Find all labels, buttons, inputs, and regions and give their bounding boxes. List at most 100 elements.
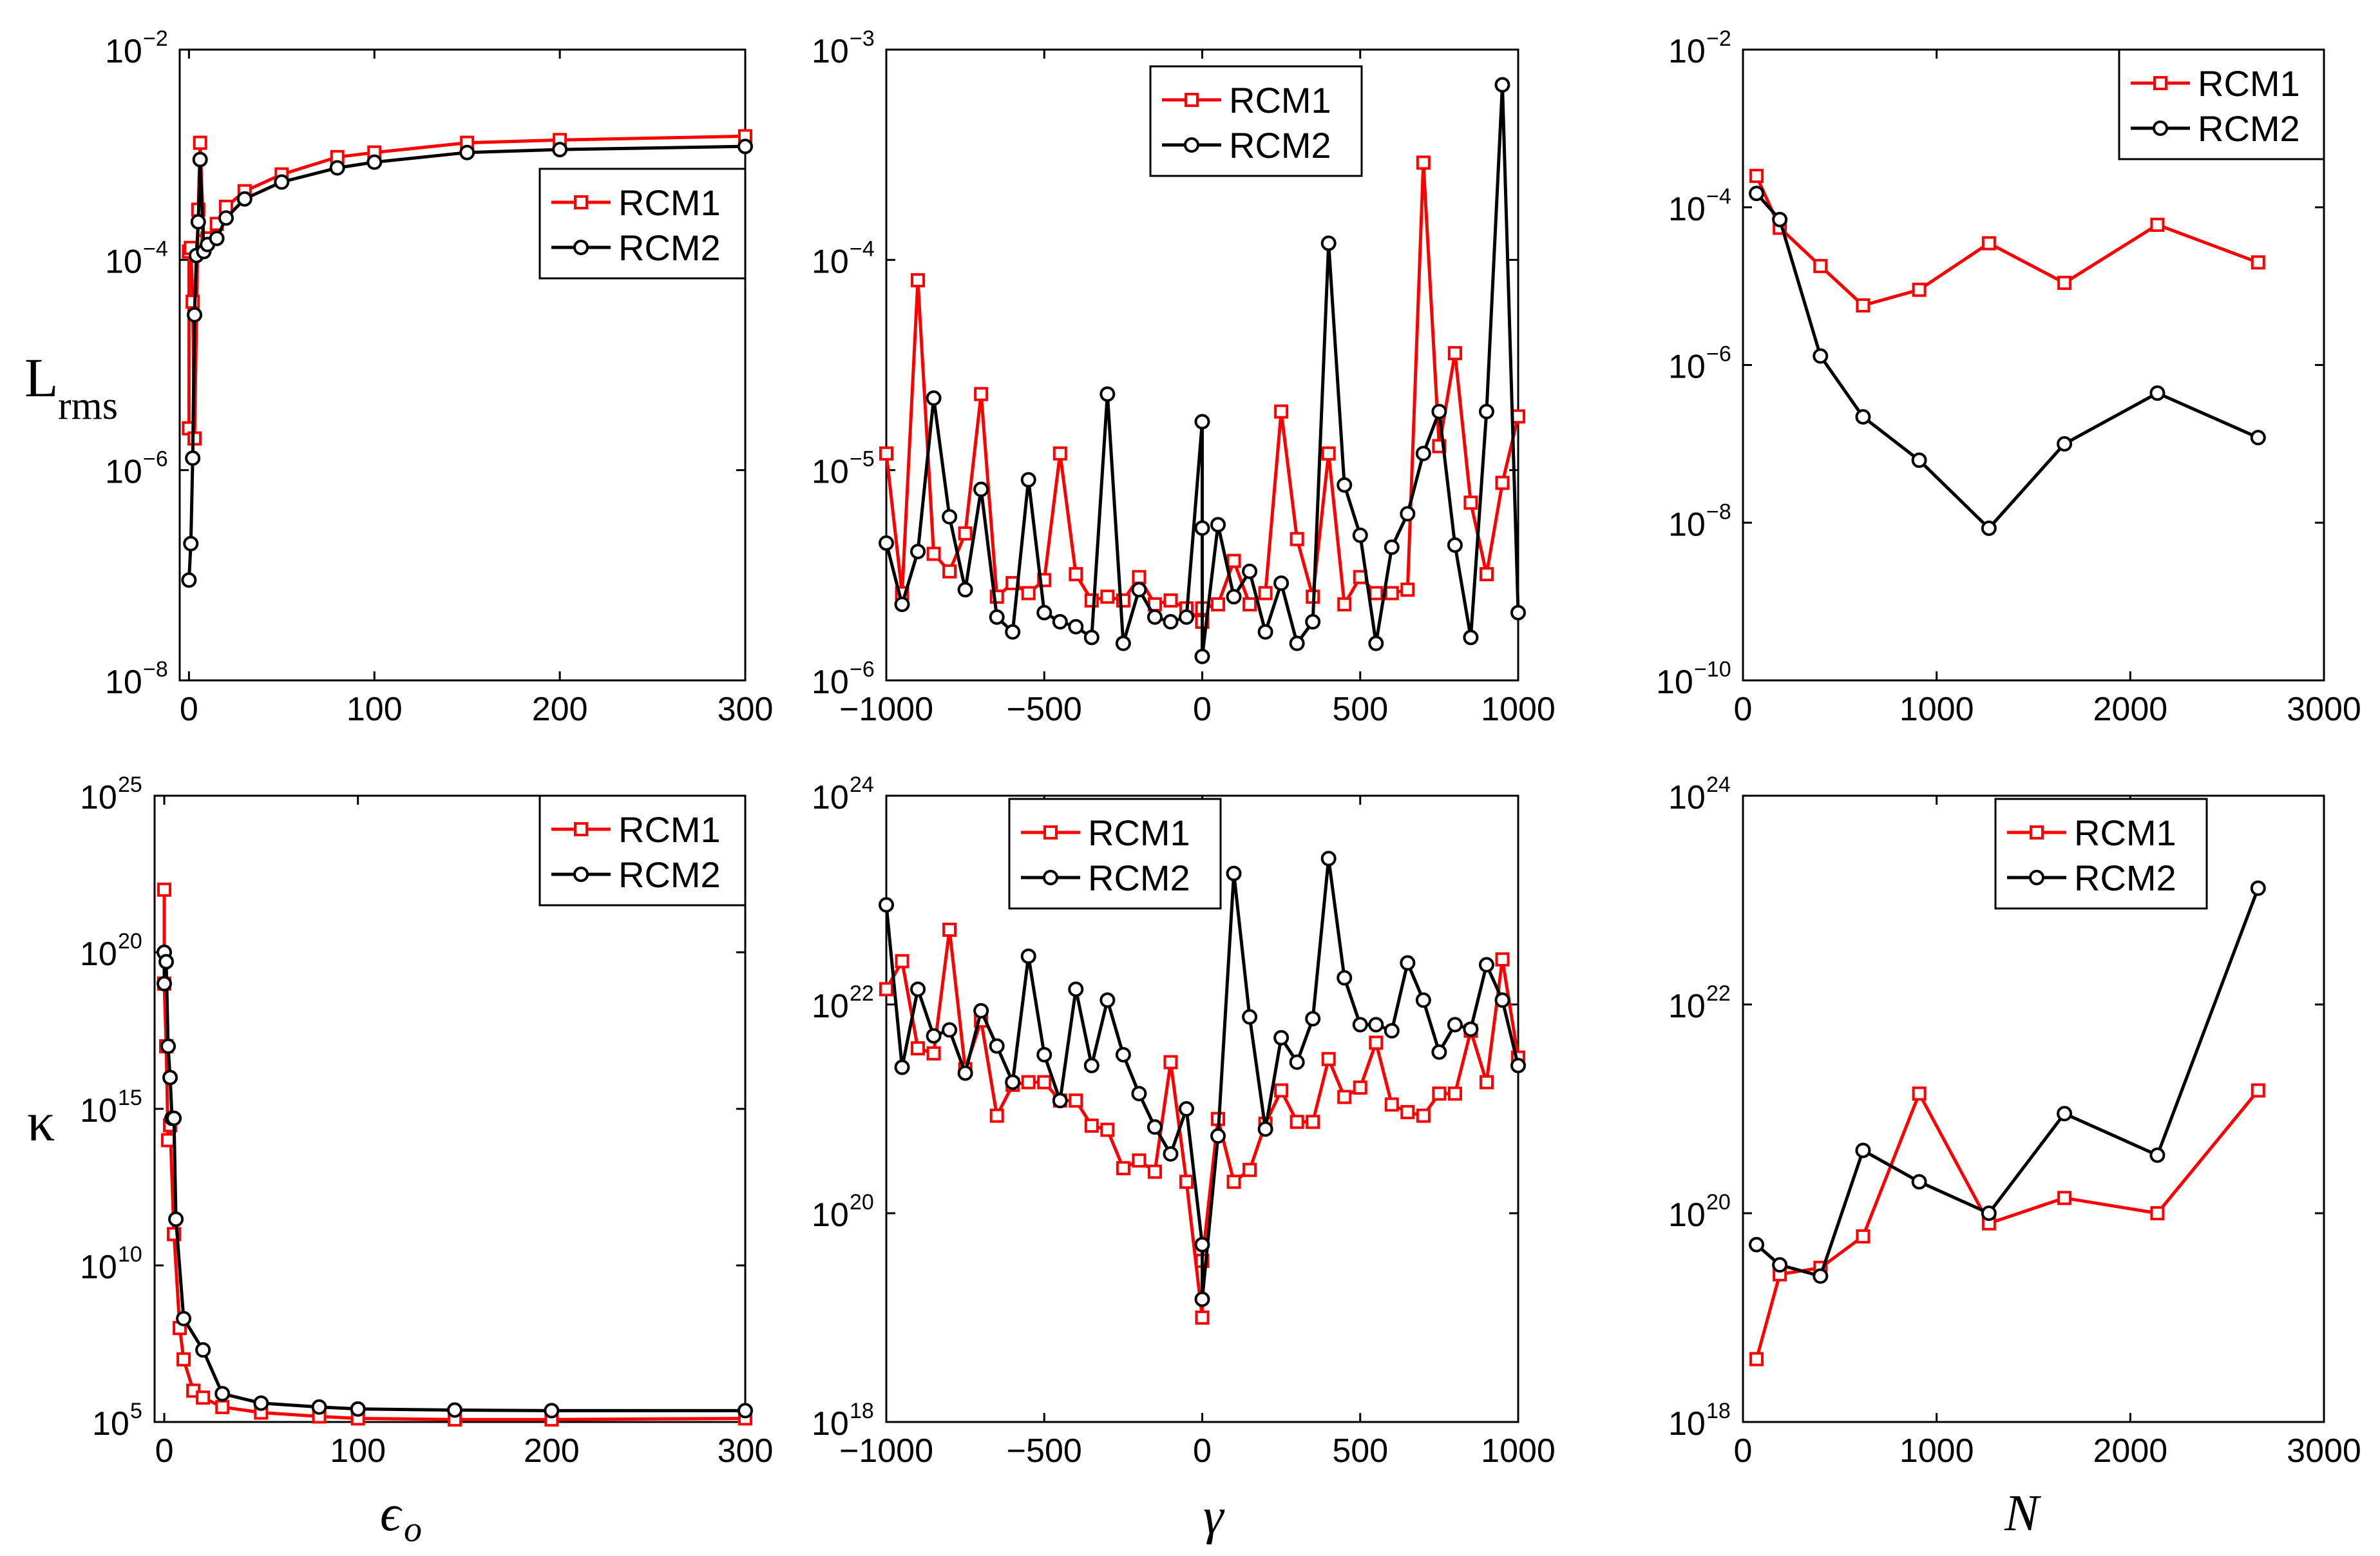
- x-tick-label: −1000: [839, 691, 933, 728]
- legend-label: RCM2: [618, 854, 721, 895]
- x-tick-label: 0: [1734, 1432, 1753, 1470]
- data-point: [1226, 553, 1241, 568]
- data-point: [2149, 1147, 2166, 1163]
- data-point: [274, 174, 290, 190]
- y-tick-label: 10: [80, 779, 117, 816]
- legend-marker: [574, 822, 588, 836]
- data-point: [190, 214, 206, 230]
- data-point: [1981, 236, 1996, 251]
- data-point: [1337, 1090, 1352, 1104]
- legend-label: RCM1: [2074, 812, 2176, 853]
- series-rcm1: [1749, 169, 2265, 312]
- x-tick-label: −500: [1007, 1432, 1082, 1470]
- data-point: [1210, 517, 1226, 533]
- data-point: [459, 144, 475, 160]
- data-point: [1337, 477, 1353, 493]
- legend-marker: [1185, 93, 1199, 107]
- data-point: [989, 1108, 1004, 1123]
- data-point: [1037, 1075, 1052, 1090]
- data-point: [1005, 624, 1021, 640]
- data-point: [1400, 582, 1415, 597]
- legend-marker: [1184, 137, 1199, 153]
- data-point: [1052, 614, 1068, 630]
- data-point: [1416, 155, 1431, 170]
- data-point: [1494, 992, 1510, 1008]
- y-tick-exponent: −10: [1694, 657, 1731, 682]
- data-point: [1163, 593, 1178, 608]
- legend-label: RCM2: [618, 227, 721, 268]
- data-point: [1494, 77, 1510, 93]
- data-point: [1749, 169, 1764, 184]
- legend-marker: [2153, 76, 2167, 90]
- data-point: [989, 609, 1005, 625]
- data-point: [1194, 1291, 1210, 1307]
- data-point: [1772, 211, 1788, 227]
- x-tick-label: 1000: [1481, 1432, 1556, 1470]
- data-point: [1368, 635, 1384, 651]
- data-point: [186, 294, 200, 309]
- series-rcm1: [157, 882, 752, 1427]
- y-tick-exponent: −8: [143, 657, 168, 682]
- y-tick-label: 10: [1668, 779, 1706, 816]
- data-point: [1369, 586, 1384, 600]
- xlabel-epsilon: ϵ: [380, 1485, 403, 1542]
- data-point: [942, 923, 957, 937]
- y-tick-label: 10: [812, 1405, 849, 1443]
- data-point: [1257, 1121, 1273, 1137]
- data-point: [1069, 1093, 1083, 1108]
- data-point: [1749, 186, 1765, 202]
- legend-label: RCM1: [618, 182, 721, 223]
- x-tick-label: 2000: [2093, 691, 2167, 728]
- data-point: [957, 582, 973, 598]
- data-point: [926, 1046, 941, 1061]
- x-tick-label: 2000: [2093, 1432, 2167, 1470]
- data-point: [1495, 952, 1510, 967]
- data-point: [942, 564, 957, 579]
- data-point: [1510, 1057, 1526, 1073]
- data-point: [1416, 1108, 1431, 1123]
- data-point: [157, 975, 173, 992]
- data-point: [1463, 495, 1478, 510]
- data-point: [1211, 597, 1226, 611]
- data-point: [1021, 1075, 1036, 1090]
- series-rcm2: [157, 945, 753, 1419]
- y-tick-label: 10: [105, 243, 142, 280]
- data-point: [957, 1065, 973, 1081]
- data-point: [1289, 1054, 1305, 1070]
- data-point: [1352, 1017, 1368, 1033]
- x-tick-label: 200: [532, 691, 588, 728]
- legend: RCM1 RCM2: [1994, 798, 2208, 910]
- data-point: [1855, 408, 1871, 425]
- data-point: [1384, 539, 1400, 555]
- y-tick-exponent: −4: [850, 236, 875, 261]
- series-rcm2: [1749, 880, 2266, 1284]
- data-point: [552, 142, 568, 158]
- series-rcm2: [1749, 186, 2266, 536]
- data-point: [1479, 567, 1494, 582]
- data-point: [1415, 445, 1431, 461]
- data-point: [1772, 1257, 1788, 1273]
- y-tick-exponent: 20: [850, 1190, 874, 1215]
- y-tick-exponent: −2: [143, 26, 168, 51]
- y-tick-exponent: 22: [850, 981, 874, 1006]
- y-tick-exponent: 20: [118, 929, 142, 954]
- data-point: [1179, 1175, 1194, 1189]
- data-point: [1274, 1083, 1289, 1098]
- data-point: [1478, 957, 1494, 973]
- data-point: [2150, 217, 2165, 232]
- x-tick-label: 0: [180, 691, 198, 728]
- x-tick-label: −1000: [839, 1432, 933, 1470]
- data-point: [214, 1386, 231, 1402]
- data-point: [1131, 1086, 1147, 1102]
- data-point: [1463, 629, 1479, 646]
- data-point: [1005, 1074, 1021, 1090]
- data-point: [879, 535, 894, 551]
- data-point: [1912, 1086, 1927, 1101]
- data-point: [1226, 865, 1242, 881]
- data-point: [236, 191, 252, 207]
- y-tick-exponent: 24: [850, 773, 874, 797]
- data-point: [215, 1399, 230, 1414]
- data-point: [157, 882, 172, 897]
- data-point: [168, 1211, 184, 1227]
- data-point: [2057, 1106, 2073, 1122]
